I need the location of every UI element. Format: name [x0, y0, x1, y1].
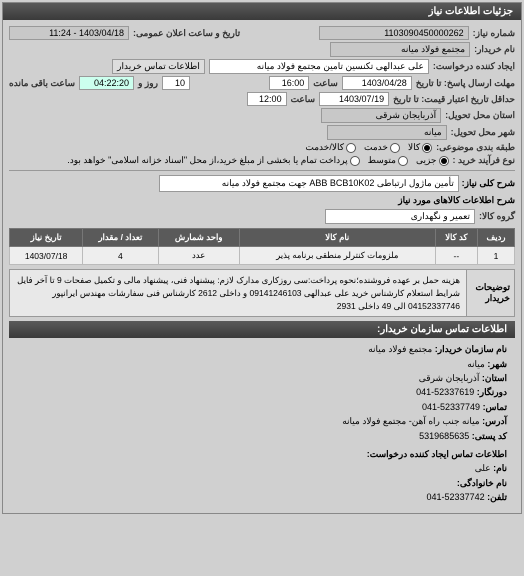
process-radio-2[interactable]: پرداخت تمام یا بخشی از مبلغ خرید،از محل …: [67, 155, 359, 166]
valid-time-label: ساعت: [291, 94, 316, 105]
req-no-label: شماره نیاز:: [473, 28, 515, 39]
radio-icon: [390, 143, 400, 153]
pkg-opt-1: خدمت: [364, 142, 388, 153]
c-req-header: اطلاعات تماس ایجاد کننده درخواست:: [17, 447, 507, 461]
process-opt-0: جزیی: [416, 155, 437, 166]
c-addr-label: آدرس:: [482, 416, 507, 426]
c-post-label: کد پستی:: [472, 431, 507, 441]
radio-icon: [439, 156, 449, 166]
table-col-header: تعداد / مقدار: [83, 229, 158, 247]
pkg-radio-2[interactable]: کالا/خدمت: [305, 142, 356, 153]
pkg-radio-group: کالا خدمت کالا/خدمت: [305, 142, 432, 153]
pkg-radio-0[interactable]: کالا: [408, 142, 432, 153]
radio-icon: [398, 156, 408, 166]
pub-date-field: 1403/04/18 - 11:24: [9, 26, 129, 40]
table-cell: 4: [83, 247, 158, 265]
desc-label: شرح کلی نیاز:: [462, 178, 515, 188]
table-col-header: ردیف: [477, 229, 514, 247]
province-label: استان محل تحویل:: [445, 110, 515, 121]
remain-time-field: 04:22:20: [79, 76, 134, 90]
c-prov-label: استان:: [482, 373, 507, 383]
c-fax-label: تماس:: [483, 402, 507, 412]
c-tel2-label: تلفن:: [487, 492, 507, 502]
c-name: علی: [475, 463, 491, 473]
items-table: ردیفکد کالانام کالاواحد شمارشتعداد / مقد…: [9, 228, 515, 265]
process-radio-1[interactable]: متوسط: [368, 155, 408, 166]
table-col-header: کد کالا: [435, 229, 477, 247]
radio-icon: [350, 156, 360, 166]
valid-time-field: 12:00: [247, 92, 287, 106]
province-field: آذربایجان شرقی: [321, 108, 441, 123]
pkg-opt-0: کالا: [408, 142, 420, 153]
deadline-label: مهلت ارسال پاسخ: تا تاریخ: [416, 78, 515, 89]
table-cell: عدد: [158, 247, 239, 265]
desc-field: تأمین ماژول ارتباطی ABB BCB10K02 جهت مجت…: [159, 175, 459, 192]
group-label: گروه کالا:: [479, 211, 515, 222]
c-tel-label: دورنگار:: [477, 387, 507, 397]
c-tel: 52337619-041: [416, 387, 474, 397]
deadline-time-field: 16:00: [269, 76, 309, 90]
table-row: 1--ملزومات کنترلر منطقی برنامه پذیرعدد41…: [10, 247, 515, 265]
c-city: میانه: [467, 359, 485, 369]
valid-label: حداقل تاریخ اعتبار قیمت: تا تاریخ: [393, 94, 515, 105]
c-fax: 52337749-041: [422, 402, 480, 412]
table-col-header: نام کالا: [239, 229, 435, 247]
notes-label: توضیحات خریدار: [466, 270, 514, 316]
contact-header: اطلاعات تماس سازمان خریدار:: [9, 321, 515, 338]
remain-days-field: 10: [162, 76, 190, 90]
buyer-label: نام خریدار:: [474, 44, 515, 55]
buyer-field: مجتمع فولاد میانه: [330, 42, 470, 57]
c-city-label: شهر:: [487, 359, 507, 369]
table-cell: --: [435, 247, 477, 265]
process-label: نوع فرآیند خرید :: [453, 155, 516, 166]
req-no-field: 1103090450000262: [319, 26, 469, 40]
requester-field: علی عبدالهی تکنسین تامین مجتمع فولاد میا…: [209, 59, 429, 74]
table-col-header: واحد شمارش: [158, 229, 239, 247]
notes-text: هزینه حمل بر عهده فروشنده؛نحوه پرداخت:سی…: [10, 270, 466, 316]
c-prov: آذربایجان شرقی: [419, 373, 480, 383]
group-field: تعمیر و نگهداری: [325, 209, 475, 224]
c-org: مجتمع فولاد میانه: [368, 344, 432, 354]
city-label: شهر محل تحویل:: [451, 127, 515, 138]
c-lname-label: نام خانوادگی:: [457, 478, 507, 488]
table-col-header: تاریخ نیاز: [10, 229, 83, 247]
pkg-label: طبقه بندی موضوعی:: [436, 142, 515, 153]
process-opt-1: متوسط: [368, 155, 396, 166]
c-tel2: 52337742-041: [427, 492, 485, 502]
process-radio-group: جزیی متوسط پرداخت تمام یا بخشی از مبلغ خ…: [67, 155, 448, 166]
city-field: میانه: [327, 125, 447, 140]
items-header-label: شرح اطلاعات کالاهای مورد نیاز: [398, 195, 515, 205]
c-post: 5319685635: [419, 431, 469, 441]
buyer-contact-button[interactable]: اطلاعات تماس خریدار: [112, 59, 205, 74]
c-addr: میانه جنب راه آهن- مجتمع فولاد میانه: [342, 416, 479, 426]
remain-suffix: ساعت باقی مانده: [9, 78, 75, 89]
pkg-opt-2: کالا/خدمت: [305, 142, 344, 153]
c-org-label: نام سازمان خریدار:: [435, 344, 507, 354]
table-cell: 1403/07/18: [10, 247, 83, 265]
valid-date-field: 1403/07/19: [319, 92, 389, 106]
radio-icon: [346, 143, 356, 153]
table-cell: 1: [477, 247, 514, 265]
pub-date-label: تاریخ و ساعت اعلان عمومی:: [133, 28, 240, 39]
remain-days-label: روز و: [138, 78, 158, 89]
process-opt-2: پرداخت تمام یا بخشی از مبلغ خرید،از محل …: [67, 155, 347, 166]
radio-icon: [422, 143, 432, 153]
notes-box: توضیحات خریدار هزینه حمل بر عهده فروشنده…: [9, 269, 515, 317]
panel-header-details: جزئیات اطلاعات نیاز: [3, 3, 521, 20]
process-radio-0[interactable]: جزیی: [416, 155, 449, 166]
deadline-date-field: 1403/04/28: [342, 76, 412, 90]
c-name-label: نام:: [493, 463, 507, 473]
requester-label: ایجاد کننده درخواست:: [433, 61, 515, 72]
pkg-radio-1[interactable]: خدمت: [364, 142, 400, 153]
table-cell: ملزومات کنترلر منطقی برنامه پذیر: [239, 247, 435, 265]
deadline-time-label: ساعت: [313, 78, 338, 89]
